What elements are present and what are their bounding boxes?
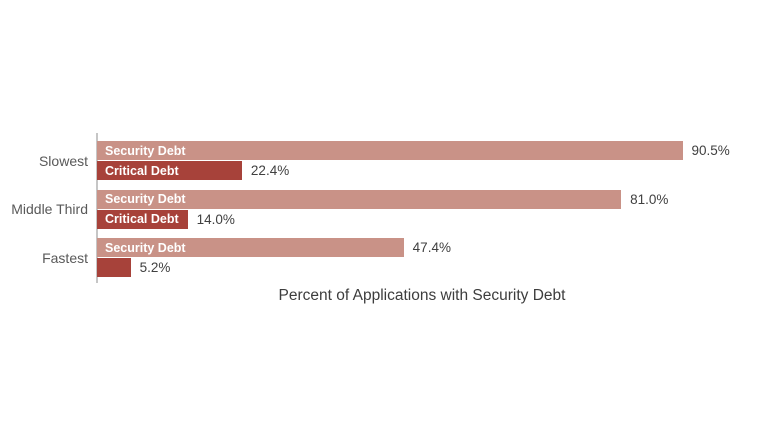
category-label-slowest: Slowest <box>38 152 88 169</box>
value-label-critical-debt-middle-third: 14.0% <box>196 211 235 227</box>
value-label-security-debt-fastest: 47.4% <box>412 240 451 255</box>
bar-security-debt-middle-third: Security Debt <box>97 189 622 209</box>
category-label-middle-third: Middle Third <box>11 201 88 217</box>
bar-critical-debt-fastest <box>97 258 131 277</box>
x-axis-title: Percent of Applications with Security De… <box>278 287 566 304</box>
bar-security-debt-slowest: Security Debt <box>97 141 683 160</box>
value-label-security-debt-slowest: 90.5% <box>691 143 730 158</box>
bar-critical-debt-middle-third: Critical Debt <box>97 209 188 229</box>
value-label-critical-debt-fastest: 5.2% <box>139 260 171 275</box>
bar-security-debt-fastest: Security Debt <box>97 238 404 257</box>
bar-critical-debt-slowest: Critical Debt <box>97 161 242 180</box>
value-label-security-debt-middle-third: 81.0% <box>630 191 669 207</box>
bar-series-label: Critical Debt <box>105 163 179 178</box>
bar-series-label: Security Debt <box>105 192 186 206</box>
bar-series-label: Security Debt <box>105 143 186 158</box>
y-axis-line <box>96 133 98 283</box>
bar-series-label: Critical Debt <box>105 212 179 226</box>
category-label-fastest: Fastest <box>42 249 88 266</box>
value-label-critical-debt-slowest: 22.4% <box>250 163 290 178</box>
bar-series-label: Security Debt <box>105 240 186 255</box>
